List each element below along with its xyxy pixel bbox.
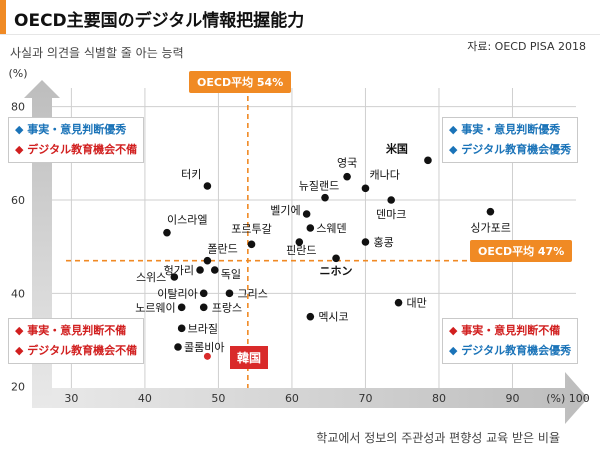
data-point [361,238,370,246]
legend-text: デジタル教育機会不備 [27,143,138,156]
data-point [361,184,370,193]
legend-row: ◆ デジタル教育機会優秀 [449,143,572,156]
data-point [424,156,432,165]
data-point-label: 프랑스 [212,301,242,314]
legend-row: ◆ 事実・意見判断優秀 [449,123,561,136]
data-point [170,273,179,281]
legend-text: 事実・意見判断優秀 [461,123,561,136]
data-point [203,352,211,360]
source-label: 자료: OECD PISA 2018 [467,40,586,53]
x-tick-label: 50 [211,392,225,405]
data-point [295,238,304,246]
y-axis-title: 사실과 의견을 식별할 줄 아는 능력 [10,46,184,60]
x-axis-arrow [40,372,588,424]
x-tick-label: 60 [285,392,299,405]
legend-top-right: ◆ 事実・意見判断優秀 ◆ デジタル教育機会優秀 [442,117,579,163]
legend-row: ◆ デジタル教育機会不備 [15,143,138,156]
legend-row: ◆ 事実・意見判断不備 [449,324,561,337]
data-point-label: 터키 [181,168,201,181]
legend-text: デジタル教育機会優秀 [461,143,572,156]
data-point-label: 폴란드 [207,243,237,256]
oecd-average-y-tag: OECD平均 47% [470,240,573,262]
data-point-label: 캐나다 [369,168,399,181]
legend-text: 事実・意見判断不備 [27,324,127,337]
data-point-label: 포르투갈 [231,221,271,235]
data-point-label: 대만 [407,297,427,310]
legend-text: デジタル教育機会不備 [27,344,138,357]
data-point [306,224,315,232]
legend-top-left: ◆ 事実・意見判断優秀 ◆ デジタル教育機会不備 [8,117,145,163]
data-point-label: 스위스 [136,271,166,284]
data-point [196,266,204,274]
data-point-label: 그리스 [237,287,267,300]
data-point [203,182,212,190]
title-bar: OECD主要国のデジタル情報把握能力 [0,0,600,35]
legend-row: ◆ 事実・意見判断不備 [15,324,127,337]
legend-text: 事実・意見判断不備 [461,324,561,337]
data-point-label: 이탈리아 [157,287,197,300]
data-point-label: 스웨덴 [316,222,346,235]
data-point [302,210,311,218]
korea-highlight-tag: 韓国 [230,346,269,369]
data-point [163,228,171,237]
y-tick-label: 20 [11,381,25,394]
data-point-label: 米国 [385,141,408,155]
data-point-label: 홍콩 [373,235,393,249]
x-tick-label: 80 [432,392,446,405]
data-point [321,193,329,202]
data-point [394,298,403,307]
data-point [247,240,256,249]
data-point [203,256,212,265]
x-tick-label: 40 [138,392,152,405]
y-tick-label: 60 [11,194,25,207]
legend-bottom-right: ◆ 事実・意見判断不備 ◆ デジタル教育機会優秀 [442,318,579,364]
chart-title: OECD主要国のデジタル情報把握能力 [14,11,305,31]
data-point [486,207,495,216]
data-point [332,254,340,263]
data-point [174,343,182,351]
data-point [210,266,219,274]
legend-text: デジタル教育機会優秀 [461,344,572,357]
data-point-label: 싱가포르 [470,222,510,235]
x-tick-label: 90 [505,392,519,405]
data-point [343,172,351,181]
x-tick-label: 30 [64,392,78,405]
data-point-label: 헝가리 [164,264,194,277]
data-point-label: 콜롬비아 [184,341,224,354]
data-point [306,312,315,321]
data-point-label: 영국 [337,157,357,170]
data-point [387,196,395,204]
data-point [225,289,234,298]
data-point-label: 이스라엘 [167,214,207,227]
legend-row: ◆ デジタル教育機会優秀 [449,344,572,357]
data-point-label: 독일 [221,267,241,281]
data-point-label: 벨기에 [270,204,300,217]
data-point-label: 덴마크 [376,208,406,221]
data-point-label: 브라질 [188,322,218,335]
legend-row: ◆ 事実・意見判断優秀 [15,123,127,136]
y-tick-label: 40 [11,287,25,300]
x-tick-label-end: (%) 100 [546,392,590,405]
x-tick-label: 70 [358,392,372,405]
data-point [199,289,208,298]
data-point [177,303,186,312]
data-point [199,303,208,312]
data-point-label: ニホン [320,264,353,277]
x-axis-title: 학교에서 정보의 주관성과 편향성 교육 받은 비율 [316,431,560,445]
data-point [177,324,186,333]
oecd-average-x-tag: OECD平均 54% [189,71,292,93]
data-point-label: 핀란드 [286,244,316,257]
y-unit-label: (%) [8,67,27,80]
legend-bottom-left: ◆ 事実・意見判断不備 ◆ デジタル教育機会不備 [8,318,145,364]
legend-text: 事実・意見判断優秀 [27,123,127,136]
data-point-label: 멕시코 [318,311,348,324]
data-point-label: 노르웨이 [135,301,175,314]
y-tick-label: 80 [11,101,25,114]
data-point-label: 뉴질랜드 [299,180,339,193]
legend-row: ◆ デジタル教育機会不備 [15,344,138,357]
title-accent-mark [0,0,6,34]
